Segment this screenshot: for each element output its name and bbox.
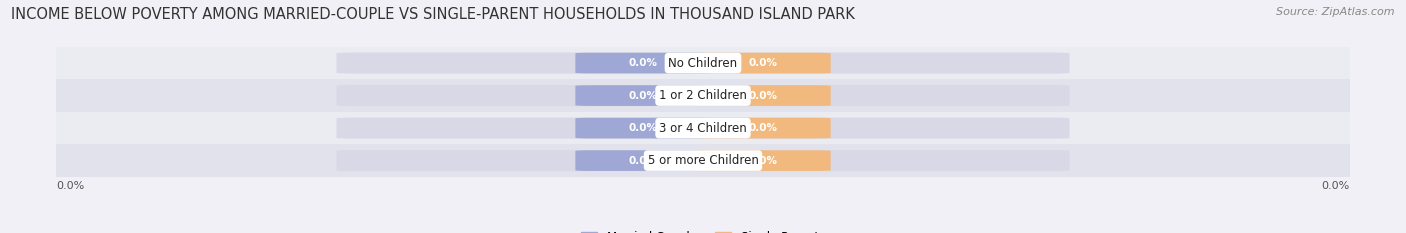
Text: INCOME BELOW POVERTY AMONG MARRIED-COUPLE VS SINGLE-PARENT HOUSEHOLDS IN THOUSAN: INCOME BELOW POVERTY AMONG MARRIED-COUPL… <box>11 7 855 22</box>
Legend: Married Couples, Single Parents: Married Couples, Single Parents <box>576 226 830 233</box>
Text: 0.0%: 0.0% <box>628 156 657 166</box>
Text: 1 or 2 Children: 1 or 2 Children <box>659 89 747 102</box>
Text: 0.0%: 0.0% <box>1322 181 1350 191</box>
Text: 0.0%: 0.0% <box>628 123 657 133</box>
Bar <box>56 144 1350 177</box>
Text: 0.0%: 0.0% <box>628 91 657 101</box>
Text: 0.0%: 0.0% <box>749 58 778 68</box>
FancyBboxPatch shape <box>696 150 831 171</box>
Text: 0.0%: 0.0% <box>749 156 778 166</box>
FancyBboxPatch shape <box>336 85 1070 106</box>
FancyBboxPatch shape <box>696 118 831 138</box>
Text: 3 or 4 Children: 3 or 4 Children <box>659 122 747 135</box>
Text: No Children: No Children <box>668 57 738 70</box>
Bar <box>56 47 1350 79</box>
FancyBboxPatch shape <box>575 118 710 138</box>
FancyBboxPatch shape <box>575 150 710 171</box>
FancyBboxPatch shape <box>336 52 1070 74</box>
Text: 0.0%: 0.0% <box>749 123 778 133</box>
FancyBboxPatch shape <box>336 117 1070 139</box>
Text: 5 or more Children: 5 or more Children <box>648 154 758 167</box>
FancyBboxPatch shape <box>696 85 831 106</box>
FancyBboxPatch shape <box>575 53 710 73</box>
Text: 0.0%: 0.0% <box>628 58 657 68</box>
Text: 0.0%: 0.0% <box>749 91 778 101</box>
Bar <box>56 79 1350 112</box>
Text: Source: ZipAtlas.com: Source: ZipAtlas.com <box>1277 7 1395 17</box>
Text: 0.0%: 0.0% <box>56 181 84 191</box>
FancyBboxPatch shape <box>696 53 831 73</box>
FancyBboxPatch shape <box>336 150 1070 171</box>
FancyBboxPatch shape <box>575 85 710 106</box>
Bar <box>56 112 1350 144</box>
